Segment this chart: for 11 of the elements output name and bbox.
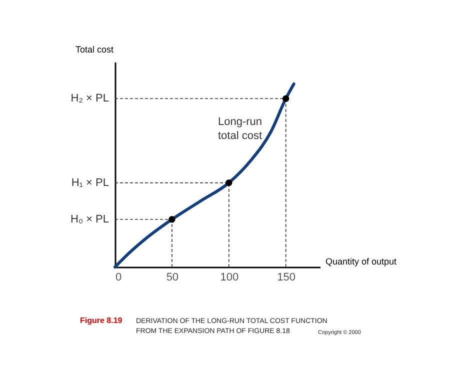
caption: Figure 8.19 xyxy=(80,316,123,325)
ref-line-label: H₂ × PL xyxy=(70,92,109,105)
x-axis-title: Quantity of output xyxy=(326,256,398,266)
x-tick-label: 100 xyxy=(220,272,239,284)
x-tick-label: 50 xyxy=(166,272,179,284)
ref-line-label: H₀ × PL xyxy=(70,213,109,226)
x-tick-label: 0 xyxy=(116,272,122,284)
annotation: Long-run total cost xyxy=(218,116,262,142)
x-tick-label: 150 xyxy=(277,272,296,284)
ref-line-label: H₁ × PL xyxy=(71,176,109,189)
y-axis-title: Total cost xyxy=(76,44,114,54)
